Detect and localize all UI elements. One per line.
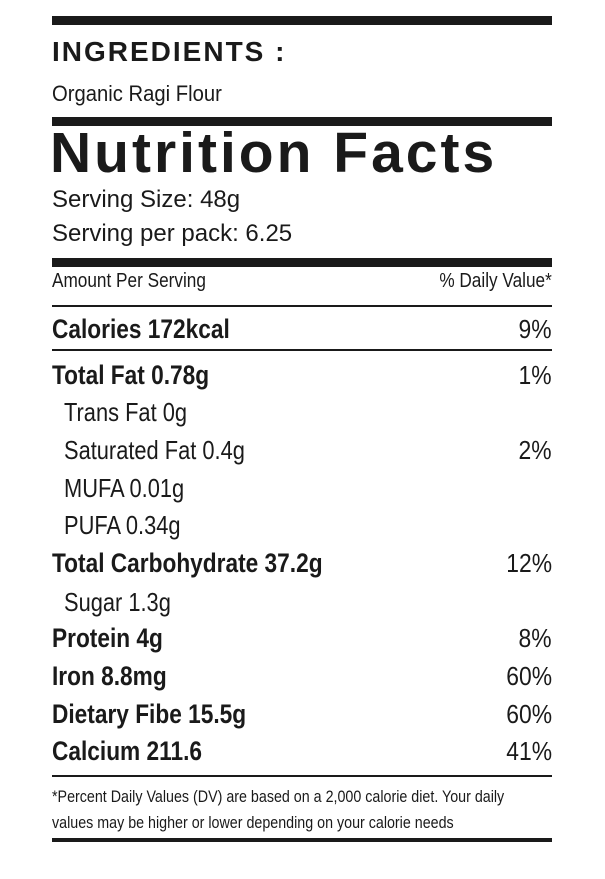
top-rule [52,16,552,25]
nutrient-row-trans-fat: Trans Fat 0g [52,397,552,429]
nutrient-row-saturated-fat: Saturated Fat 0.4g 2% [52,435,552,467]
nutrient-name: Dietary Fibe 15.5g [52,699,247,729]
nutrient-dv: 9% [518,314,552,344]
thick-divider [52,258,552,267]
nutrient-name: Iron 8.8mg [52,661,167,691]
ingredients-text: Organic Ragi Flour [52,81,222,106]
nutrient-dv: 2% [518,435,552,465]
nutrient-row-calcium: Calcium 211.6 41% [52,736,552,768]
nutrient-name: Saturated Fat 0.4g [64,435,245,465]
nutrient-name: Total Fat 0.78g [52,360,210,390]
nutrient-row-pufa: PUFA 0.34g [52,510,552,542]
footnote-line-1: *Percent Daily Values (DV) are based on … [52,787,505,806]
footnote-line-2: values may be higher or lower depending … [52,813,454,832]
nutrient-dv: 8% [518,623,552,653]
nutrient-dv: 12% [506,548,552,578]
nutrient-name: Sugar 1.3g [64,587,171,617]
nutrient-name: MUFA 0.01g [64,473,185,503]
nutrient-row-dietary-fibre: Dietary Fibe 15.5g 60% [52,699,552,731]
nutrient-name: Calcium 211.6 [52,736,203,766]
calories-divider [52,349,552,351]
footnote-divider [52,775,552,777]
nutrient-name: Protein 4g [52,623,163,653]
header-divider [52,305,552,307]
nutrient-row-iron: Iron 8.8mg 60% [52,661,552,693]
nutrient-row-sugar: Sugar 1.3g [52,587,552,619]
nutrient-name: Trans Fat 0g [64,397,188,427]
nutrient-dv: 60% [506,661,552,691]
nutrient-dv: 60% [506,699,552,729]
nutrient-row-total-fat: Total Fat 0.78g 1% [52,360,552,392]
daily-value-header: % Daily Value* [439,270,552,292]
nutrition-label: INGREDIENTS : Organic Ragi Flour Nutriti… [50,0,552,879]
bottom-rule [52,838,552,842]
nutrition-facts-rule [52,117,552,126]
nutrient-dv: 1% [518,360,552,390]
nutrient-row-calories: Calories 172kcal 9% [52,314,552,346]
nutrient-dv: 41% [506,736,552,766]
serving-per-pack: Serving per pack: 6.25 [52,220,293,247]
amount-per-serving-header: Amount Per Serving [52,270,206,292]
nutrient-row-total-carbohydrate: Total Carbohydrate 37.2g 12% [52,548,552,580]
nutrient-name: PUFA 0.34g [64,510,181,540]
ingredients-title: INGREDIENTS : [52,36,287,67]
nutrient-name: Calories 172kcal [52,314,230,344]
nutrition-facts-title: Nutrition Facts [50,121,498,185]
nutrient-row-mufa: MUFA 0.01g [52,473,552,505]
nutrient-row-protein: Protein 4g 8% [52,623,552,655]
nutrient-name: Total Carbohydrate 37.2g [52,548,323,578]
serving-size: Serving Size: 48g [52,186,241,213]
